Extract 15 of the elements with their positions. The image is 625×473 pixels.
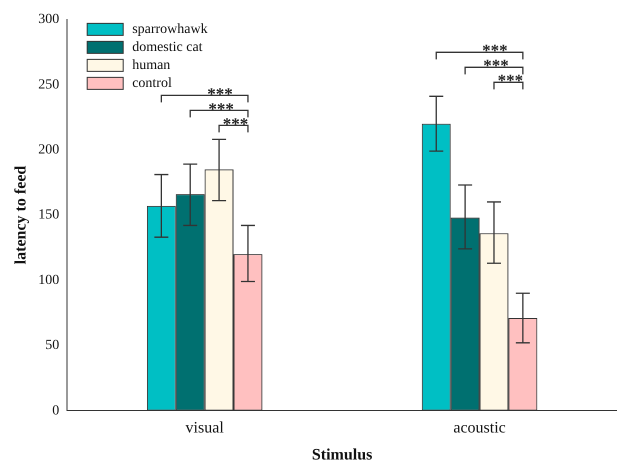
- legend-label: domestic cat: [132, 40, 203, 56]
- legend-label: sparrowhawk: [132, 22, 208, 38]
- y-tick-label: 250: [38, 77, 60, 92]
- y-tick-label: 0: [52, 403, 60, 418]
- legend-label: human: [132, 58, 170, 74]
- x-tick-label: acoustic: [453, 419, 506, 436]
- x-axis-title: Stimulus: [312, 446, 372, 464]
- y-tick-label: 200: [38, 142, 60, 158]
- y-axis-title: latency to feed: [12, 166, 30, 264]
- y-tick-label: 100: [38, 272, 60, 288]
- legend-label: control: [132, 76, 172, 92]
- y-tick-label: 50: [45, 338, 60, 354]
- x-tick-label: visual: [186, 419, 224, 436]
- y-tick-label: 150: [38, 208, 60, 223]
- y-tick-label: 300: [38, 12, 60, 28]
